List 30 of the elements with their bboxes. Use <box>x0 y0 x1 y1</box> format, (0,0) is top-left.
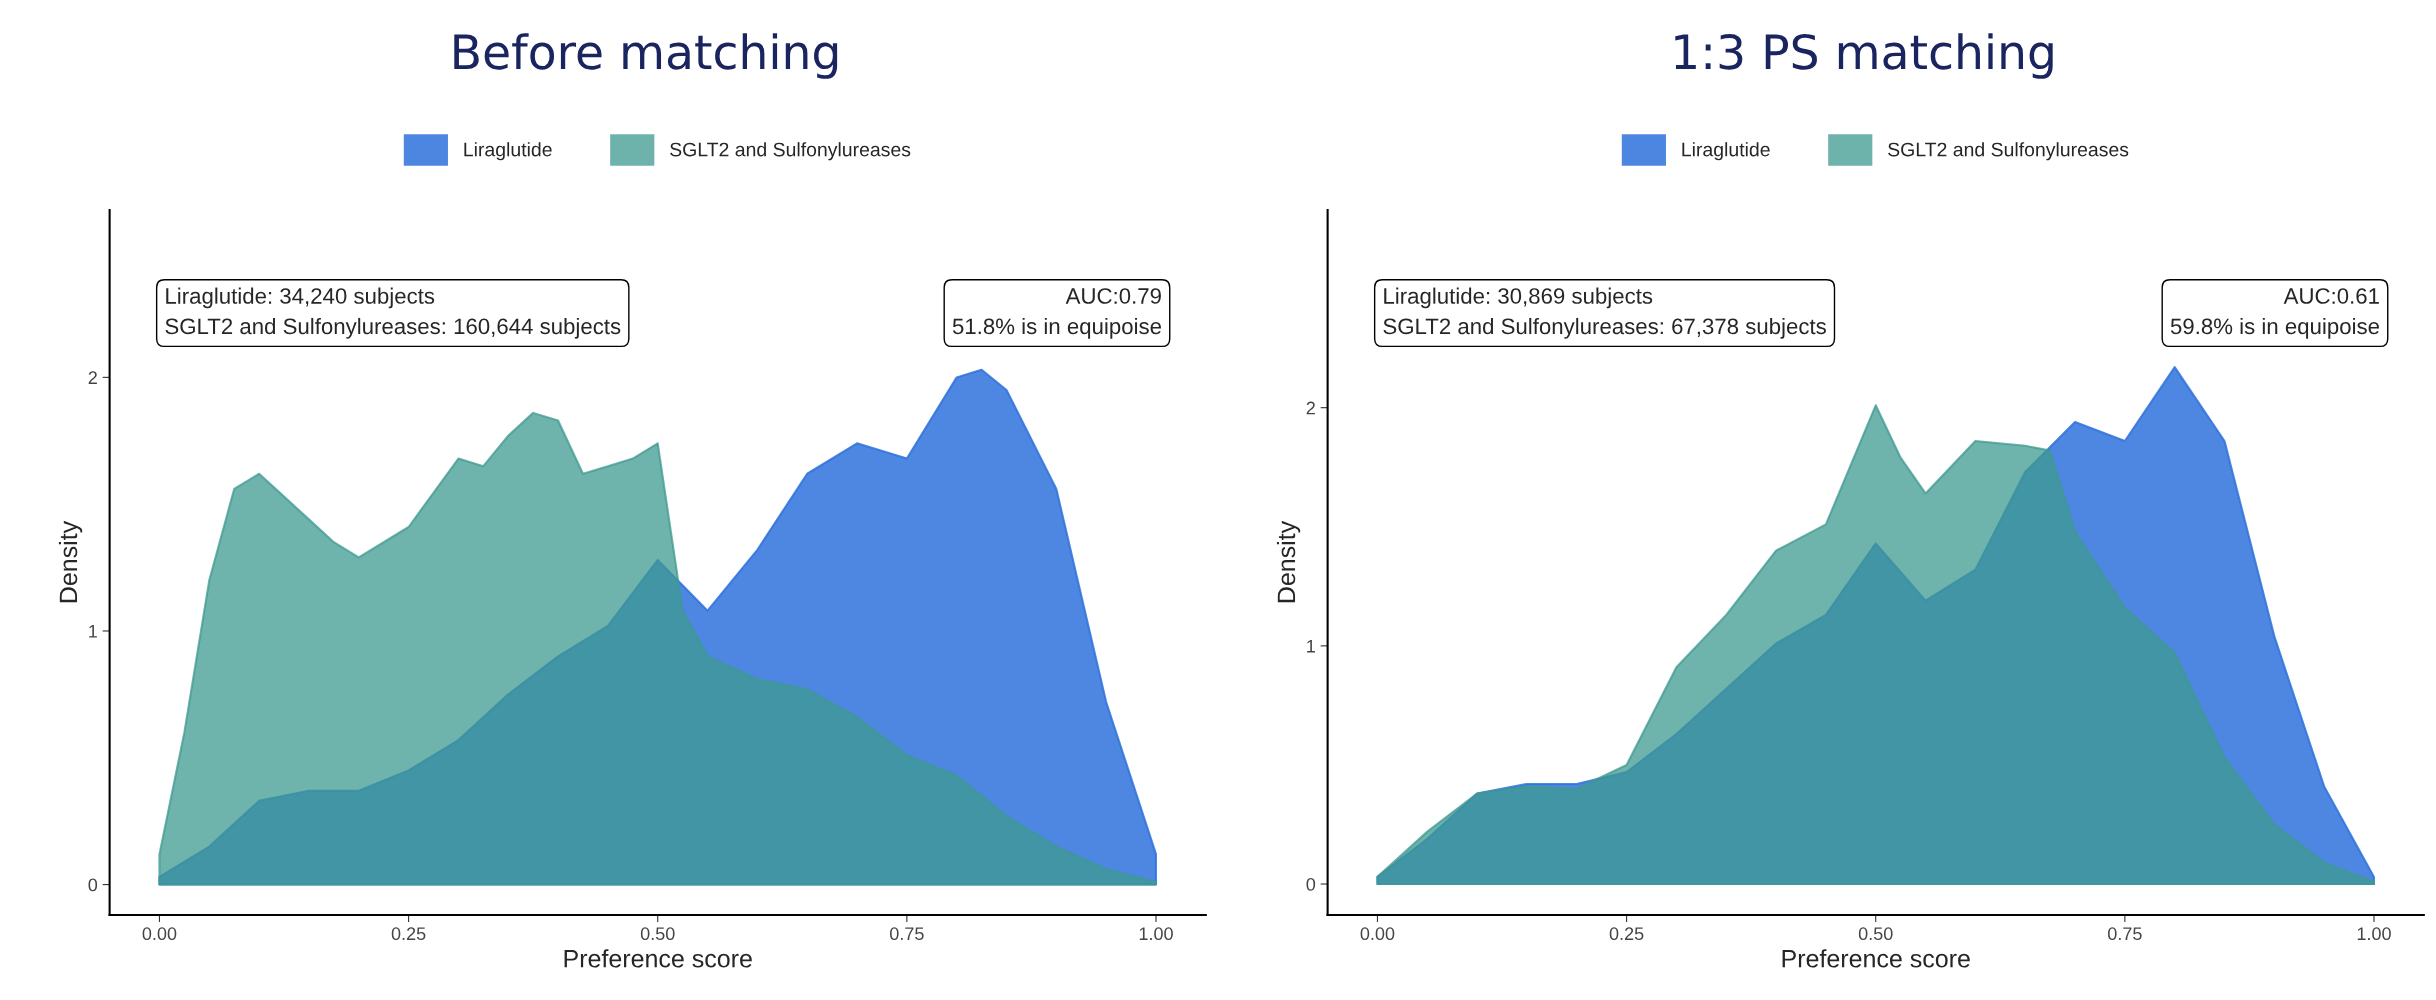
y-axis-title: Density <box>58 520 83 603</box>
x-tick-label: 1.00 <box>2357 927 2391 941</box>
x-tick-label: 0.00 <box>142 927 177 941</box>
x-tick-label: 0.75 <box>2107 927 2142 941</box>
chart-title: Before matching <box>454 33 838 79</box>
x-tick-label: 1.00 <box>1139 927 1173 941</box>
annotation: Liraglutide: 34,240 subjects SGLT2 and Sulfonylureases: 160,644 subjects <box>165 287 621 339</box>
legend-label: SGLT2 and Sulfonylureases <box>1888 142 2129 161</box>
x-tick-label: 0.50 <box>1858 927 1893 941</box>
annotation: AUC:0.61 59.8% is in equipoise <box>2170 288 2379 339</box>
y-tick-label: 1 <box>89 625 97 638</box>
x-tick-label: 0.25 <box>391 927 426 941</box>
annotation: Liraglutide: 30,869 subjects SGLT2 and Sulfonylureases: 67,378 subjects <box>1383 287 1826 339</box>
y-tick-label: 1 <box>1307 639 1315 653</box>
annotation: AUC:0.79 51.8% is in equipoise <box>952 288 1161 339</box>
chart-title: 1:3 PS matching <box>1675 33 2053 79</box>
legend-label: Liraglutide <box>464 142 552 161</box>
legend-label: Liraglutide <box>1682 142 1770 161</box>
y-tick-label: 0 <box>1306 877 1316 891</box>
x-axis-title: Preference score <box>1782 949 1970 968</box>
x-tick-label: 0.00 <box>1360 927 1395 941</box>
y-tick-label: 2 <box>88 371 97 384</box>
x-tick-label: 0.75 <box>889 927 924 941</box>
y-tick-label: 2 <box>1306 401 1315 415</box>
x-axis-title: Preference score <box>564 949 752 968</box>
x-tick-label: 0.50 <box>640 927 675 941</box>
x-tick-label: 0.25 <box>1609 927 1644 941</box>
y-tick-label: 0 <box>88 878 98 892</box>
y-axis-title: Density <box>1276 520 1301 603</box>
legend-label: SGLT2 and Sulfonylureases <box>670 142 911 161</box>
